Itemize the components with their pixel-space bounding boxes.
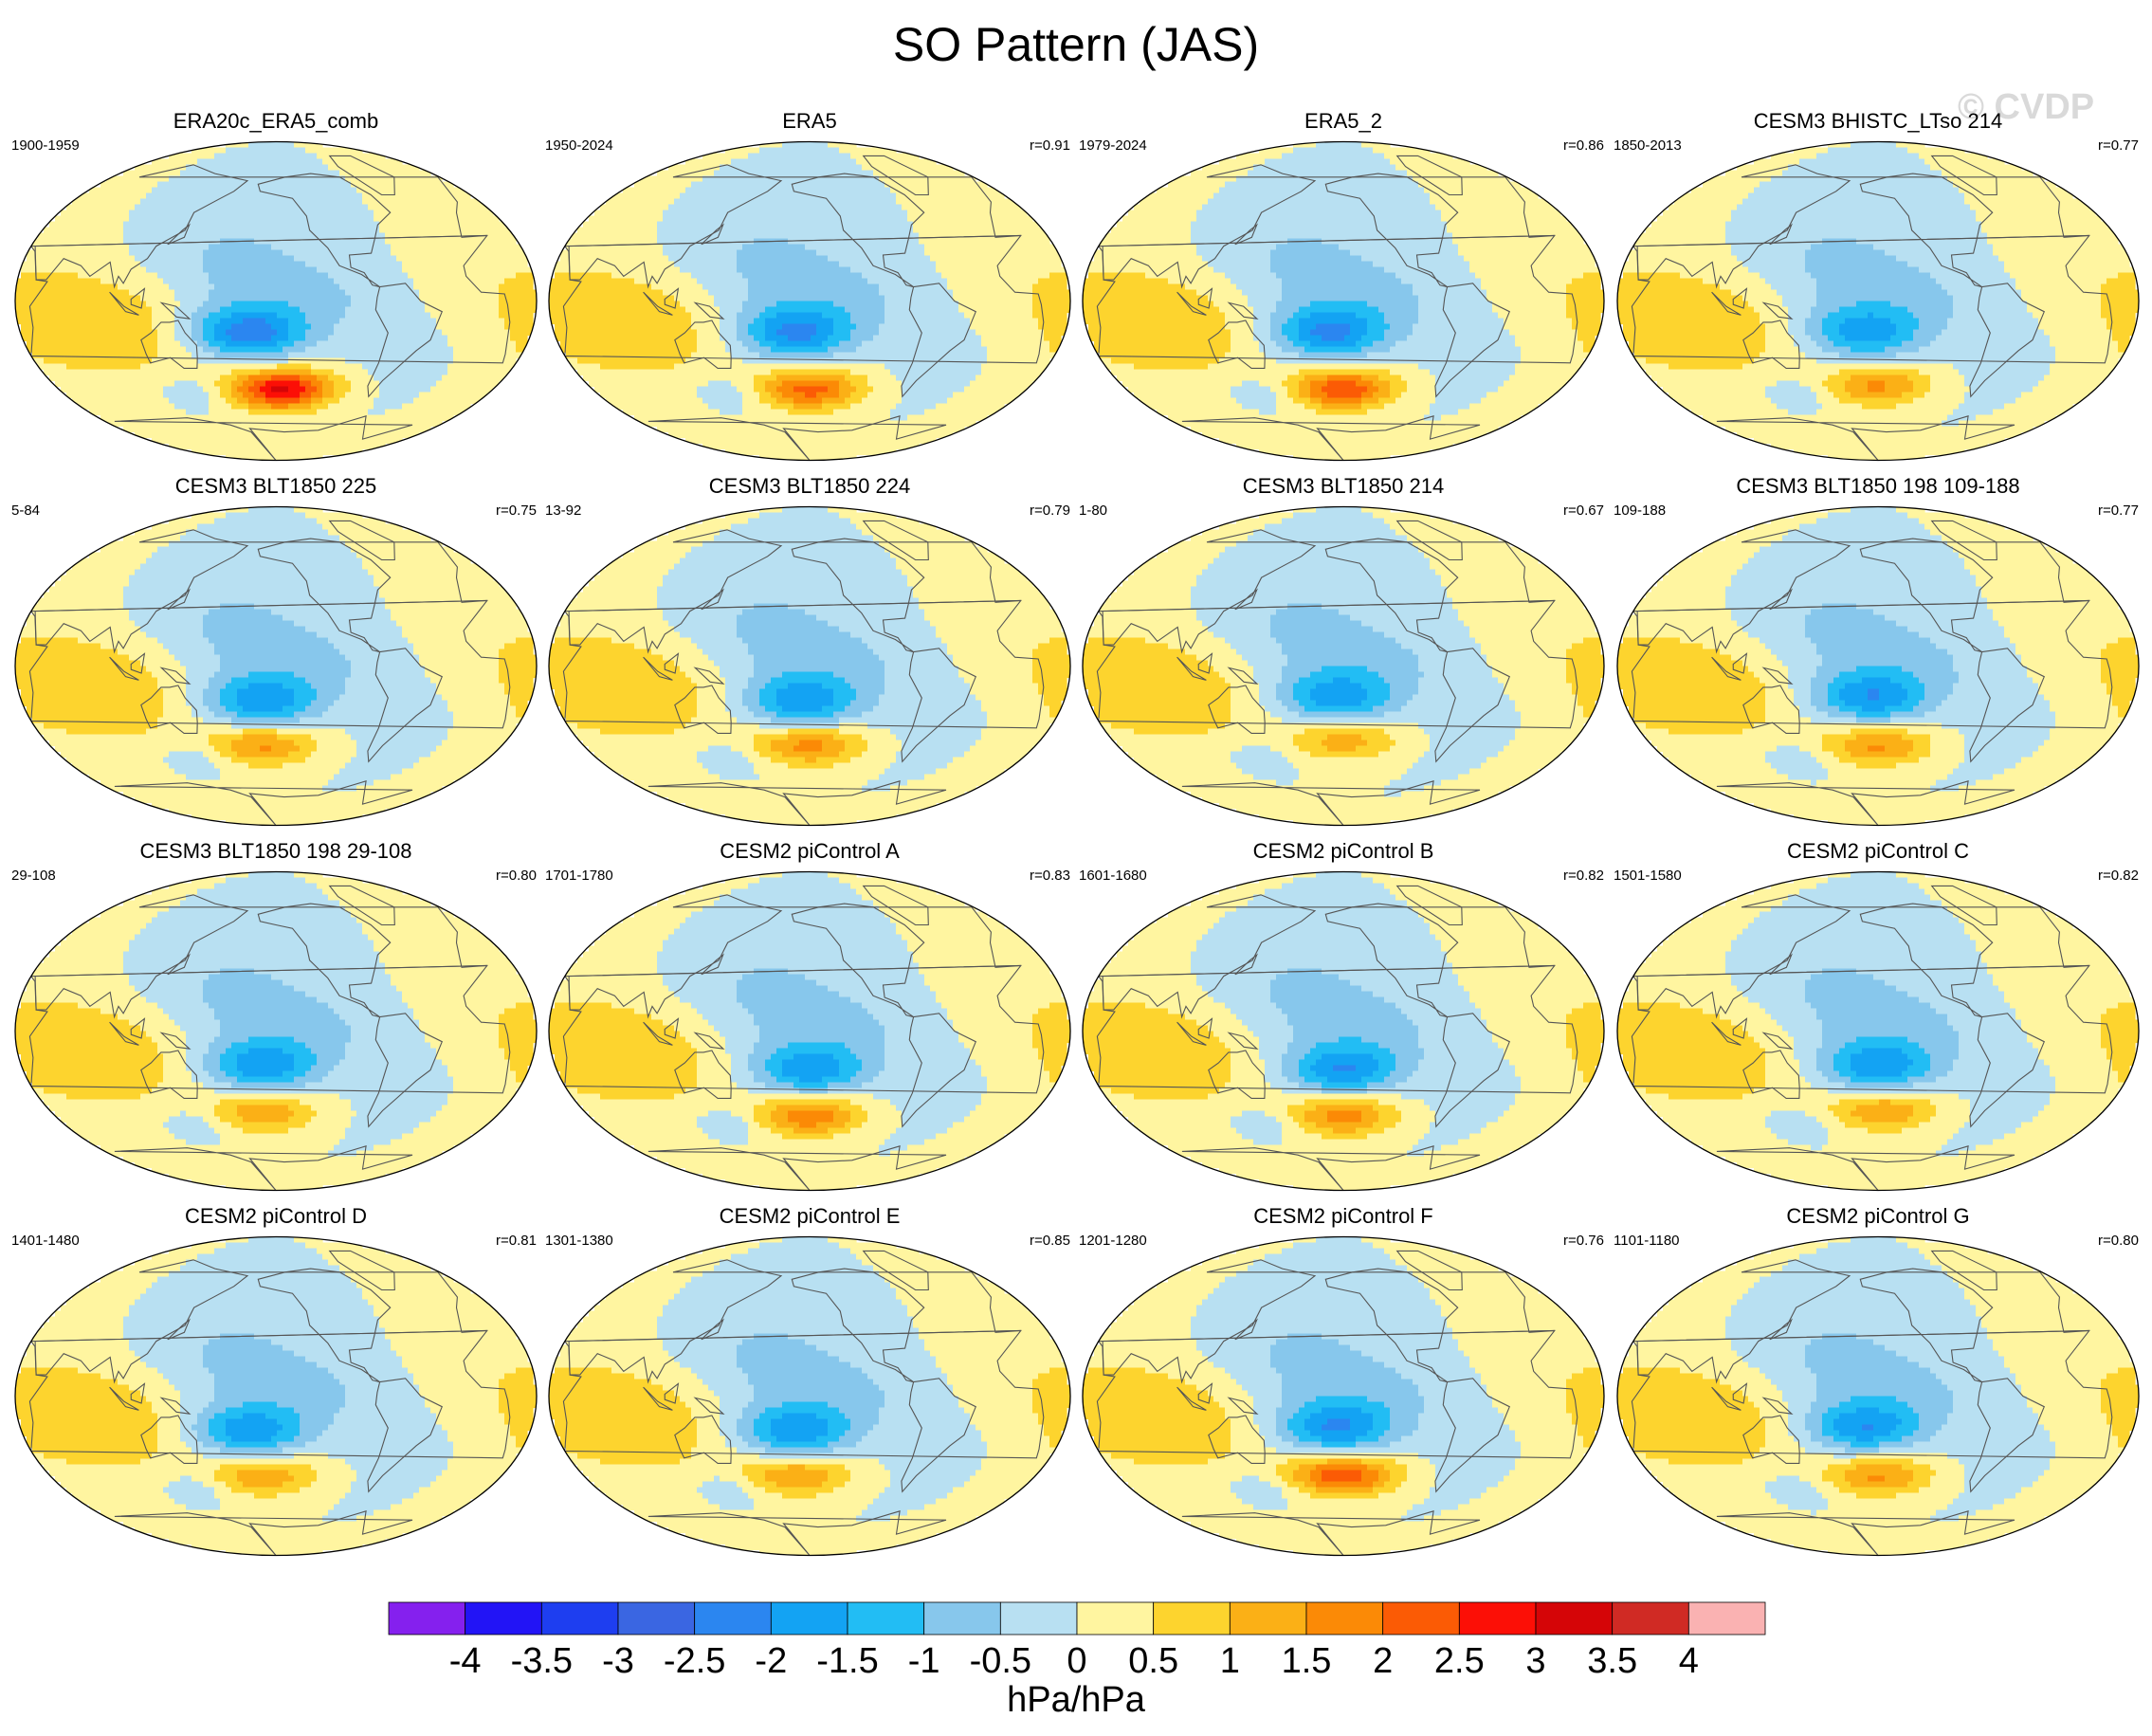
map-plot [9, 137, 542, 465]
map-plot [1077, 503, 1610, 830]
colorbar-tick-label: -0.5 [970, 1641, 1031, 1681]
map-plot [543, 868, 1076, 1195]
map-panel: CESM3 BLT1850 198 29-108 29-108 r=0.80 [9, 839, 542, 1195]
colorbar-swatch [1230, 1602, 1306, 1635]
colorbar-tick-label: -4 [449, 1641, 482, 1681]
map-panel: CESM2 piControl F 1201-1280 r=0.76 [1077, 1204, 1610, 1560]
panel-title: ERA5_2 [1077, 109, 1610, 134]
map-plot [1077, 868, 1610, 1195]
colorbar-tick-label: 1 [1220, 1641, 1240, 1681]
panel-title: CESM3 BHISTC_LTso 214 [1612, 109, 2144, 134]
map-plot [1612, 503, 2144, 830]
colorbar-swatch [848, 1602, 924, 1635]
colorbar-tick-label: 0.5 [1128, 1641, 1178, 1681]
colorbar-tick-label: -3 [602, 1641, 634, 1681]
map-panel: CESM2 piControl C 1501-1580 r=0.82 [1612, 839, 2144, 1195]
colorbar-swatch [1154, 1602, 1231, 1635]
map-plot [543, 137, 1076, 465]
colorbar-tick-label: 2.5 [1434, 1641, 1485, 1681]
colorbar-swatch [1688, 1602, 1765, 1635]
colorbar-tick-label: 4 [1679, 1641, 1699, 1681]
panel-title: CESM2 piControl A [543, 839, 1076, 864]
panel-title: CESM2 piControl E [543, 1204, 1076, 1229]
colorbar-swatch [1306, 1602, 1383, 1635]
panel-title: CESM3 BLT1850 214 [1077, 474, 1610, 499]
colorbar-swatch [1613, 1602, 1689, 1635]
colorbar-tick-label: -2 [755, 1641, 787, 1681]
panel-title: CESM3 BLT1850 198 29-108 [9, 839, 542, 864]
map-plot [1077, 137, 1610, 465]
map-panel: CESM3 BLT1850 224 13-92 r=0.79 [543, 474, 1076, 830]
map-panel: ERA20c_ERA5_comb 1900-1959 [9, 109, 542, 465]
map-plot [9, 503, 542, 830]
map-plot [1612, 137, 2144, 465]
map-plot [543, 503, 1076, 830]
colorbar-swatch [771, 1602, 848, 1635]
panel-title: CESM2 piControl B [1077, 839, 1610, 864]
colorbar-swatch [924, 1602, 1001, 1635]
map-panel: CESM3 BHISTC_LTso 214 1850-2013 r=0.77 [1612, 109, 2144, 465]
panel-title: CESM3 BLT1850 198 109-188 [1612, 474, 2144, 499]
map-panel: CESM2 piControl G 1101-1180 r=0.80 [1612, 1204, 2144, 1560]
colorbar-swatch [1383, 1602, 1460, 1635]
map-panel: CESM2 piControl B 1601-1680 r=0.82 [1077, 839, 1610, 1195]
map-plot [1612, 1233, 2144, 1560]
colorbar-tick-label: -2.5 [664, 1641, 725, 1681]
map-panel: CESM2 piControl D 1401-1480 r=0.81 [9, 1204, 542, 1560]
panel-title: ERA5 [543, 109, 1076, 134]
figure-title: SO Pattern (JAS) [0, 17, 2152, 72]
colorbar-swatch [695, 1602, 772, 1635]
panel-title: CESM2 piControl G [1612, 1204, 2144, 1229]
map-plot [1077, 1233, 1610, 1560]
map-plot [543, 1233, 1076, 1560]
colorbar-swatch [1077, 1602, 1154, 1635]
colorbar-tick-label: -1 [908, 1641, 940, 1681]
colorbar-tick-label: 2 [1373, 1641, 1393, 1681]
colorbar-tick-label: -3.5 [511, 1641, 573, 1681]
map-plot [1612, 868, 2144, 1195]
colorbar-tick-label: 1.5 [1282, 1641, 1332, 1681]
colorbar-swatch [465, 1602, 542, 1635]
map-panel: CESM2 piControl A 1701-1780 r=0.83 [543, 839, 1076, 1195]
map-plot [9, 868, 542, 1195]
colorbar-swatch [1000, 1602, 1077, 1635]
colorbar-swatch [389, 1602, 465, 1635]
map-panel: CESM3 BLT1850 214 1-80 r=0.67 [1077, 474, 1610, 830]
colorbar-swatch [541, 1602, 618, 1635]
colorbar-tick-label: 0 [1067, 1641, 1086, 1681]
panel-title: ERA20c_ERA5_comb [9, 109, 542, 134]
colorbar-swatch [618, 1602, 695, 1635]
panel-title: CESM2 piControl C [1612, 839, 2144, 864]
colorbar-tick-label: -1.5 [816, 1641, 878, 1681]
map-plot [9, 1233, 542, 1560]
colorbar-tick-label: 3.5 [1587, 1641, 1637, 1681]
map-panel: ERA5 1950-2024 r=0.91 [543, 109, 1076, 465]
panel-title: CESM2 piControl F [1077, 1204, 1610, 1229]
map-panel: CESM3 BLT1850 225 5-84 r=0.75 [9, 474, 542, 830]
colorbar-swatch [1536, 1602, 1613, 1635]
map-panel: CESM2 piControl E 1301-1380 r=0.85 [543, 1204, 1076, 1560]
colorbar-tick-label: 3 [1525, 1641, 1545, 1681]
panel-title: CESM2 piControl D [9, 1204, 542, 1229]
panel-title: CESM3 BLT1850 224 [543, 474, 1076, 499]
colorbar-unit-label: hPa/hPa [0, 1680, 2152, 1721]
colorbar-swatch [1459, 1602, 1536, 1635]
panel-title: CESM3 BLT1850 225 [9, 474, 542, 499]
map-panel: CESM3 BLT1850 198 109-188 109-188 r=0.77 [1612, 474, 2144, 830]
map-panel: ERA5_2 1979-2024 r=0.86 [1077, 109, 1610, 465]
